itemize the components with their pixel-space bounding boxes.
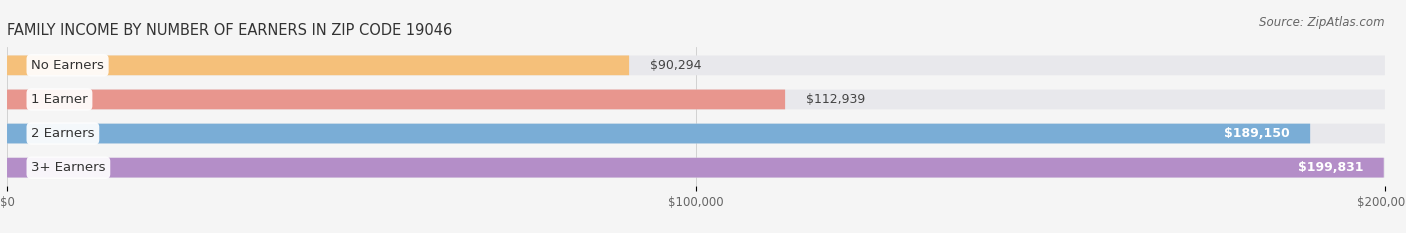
- Text: $90,294: $90,294: [650, 59, 702, 72]
- Text: $112,939: $112,939: [806, 93, 865, 106]
- FancyBboxPatch shape: [7, 124, 1310, 144]
- Text: $199,831: $199,831: [1298, 161, 1362, 174]
- FancyBboxPatch shape: [7, 89, 785, 109]
- Text: $189,150: $189,150: [1223, 127, 1289, 140]
- Text: FAMILY INCOME BY NUMBER OF EARNERS IN ZIP CODE 19046: FAMILY INCOME BY NUMBER OF EARNERS IN ZI…: [7, 24, 453, 38]
- FancyBboxPatch shape: [7, 124, 1385, 144]
- Text: 3+ Earners: 3+ Earners: [31, 161, 105, 174]
- FancyBboxPatch shape: [7, 89, 1385, 109]
- Text: Source: ZipAtlas.com: Source: ZipAtlas.com: [1260, 16, 1385, 29]
- Text: No Earners: No Earners: [31, 59, 104, 72]
- FancyBboxPatch shape: [7, 158, 1384, 178]
- FancyBboxPatch shape: [7, 158, 1385, 178]
- FancyBboxPatch shape: [7, 55, 1385, 75]
- Text: 1 Earner: 1 Earner: [31, 93, 87, 106]
- Text: 2 Earners: 2 Earners: [31, 127, 94, 140]
- FancyBboxPatch shape: [7, 55, 628, 75]
